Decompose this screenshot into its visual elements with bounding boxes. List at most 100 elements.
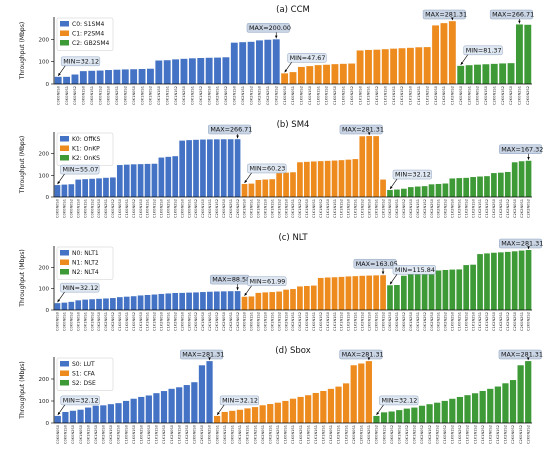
x-tick-label: C0K1N0S0 (76, 311, 80, 331)
min-annotation: MIN=115.84 (395, 266, 435, 274)
bar (449, 398, 456, 423)
bar (517, 365, 524, 423)
x-tick-label: C0K1N0S1 (250, 199, 254, 218)
legend-swatch (60, 40, 69, 46)
bar (222, 57, 230, 84)
y-tick-label: 0 (46, 195, 50, 201)
bar (107, 404, 115, 423)
y-axis-label: Throughput (Mbps) (19, 136, 26, 194)
bar (474, 64, 481, 84)
x-tick-label: C1K2N1S1 (478, 199, 482, 218)
bar (432, 25, 439, 85)
x-tick-label: C2K0N1S2 (501, 86, 505, 105)
bar (110, 177, 116, 197)
x-tick-label: C2K0N2S0 (513, 311, 517, 331)
x-tick-label: C1K0N1S0 (139, 198, 143, 218)
x-tick-label: C2K0N1S0 (367, 311, 371, 331)
bar (269, 292, 276, 310)
x-tick-label: C2K2N0S2 (236, 312, 240, 331)
x-tick-label: C2K0N0S2 (194, 199, 198, 218)
x-tick-label: C1K1N0S1 (146, 312, 150, 331)
bar (256, 40, 263, 84)
x-tick-label: C1K0N1S2 (319, 312, 323, 331)
bar (394, 285, 400, 310)
legend-label: K1: OnKP (72, 146, 100, 153)
max-annotation-box (422, 9, 466, 20)
chart-title: (c) NLT (278, 233, 308, 243)
bar (359, 275, 366, 310)
bar (200, 139, 206, 197)
x-tick-label: C0K0N2S0 (388, 311, 392, 331)
x-tick-label: C1K0N2S1 (457, 312, 461, 331)
bar (290, 172, 296, 197)
bar (54, 76, 62, 84)
x-tick-label: C2K0N0S2 (476, 86, 480, 105)
x-tick-label: C0K0N1S1 (250, 312, 254, 331)
min-annotation-box (60, 164, 100, 175)
x-tick-label: C1K1N0S1 (367, 86, 371, 105)
x-tick-label: C1K1N2S2 (360, 199, 364, 218)
bar (241, 183, 248, 197)
bar (390, 48, 398, 84)
x-tick-label: C1K1N2S0 (347, 198, 351, 218)
bar (207, 139, 213, 197)
min-annotation: MIN=32.12 (62, 284, 98, 292)
legend-label: S1: CFA (72, 371, 96, 378)
x-tick-label: C2K0N0S1 (187, 199, 191, 218)
x-tick-label: C0K0N0S2 (73, 86, 77, 105)
x-tick-label: C0K1N0S2 (90, 312, 94, 331)
bar (350, 365, 357, 423)
bar (380, 179, 386, 197)
x-tick-label: C1K1N2S2 (485, 312, 489, 331)
bar (130, 69, 138, 84)
x-tick-label: C0K1N2S0 (182, 85, 186, 105)
bar (116, 297, 123, 310)
x-tick-label: C1K0N0S1 (125, 199, 129, 218)
x-tick-label: C2K0N1S2 (215, 199, 219, 218)
bar (230, 42, 238, 84)
bar (380, 275, 386, 310)
bar (123, 164, 130, 197)
min-annotation: MIN=32.12 (381, 397, 417, 405)
x-tick-label: C0K2N0S2 (224, 86, 228, 105)
bar (61, 184, 68, 197)
bar (504, 251, 511, 310)
bar (305, 395, 312, 423)
x-tick-label: C2K0N0S2 (194, 312, 198, 331)
annotation-arrowhead (381, 271, 385, 275)
max-annotation: MAX=167.32 (501, 145, 543, 153)
x-tick-label: C1K1N2S1 (478, 312, 482, 331)
x-tick-label: C0K2N0S0 (97, 311, 101, 331)
x-tick-label: C1K2N0S1 (329, 425, 333, 444)
max-annotation: MAX=281.31 (342, 351, 384, 359)
x-tick-label: C1K1N1S0 (326, 311, 330, 331)
max-annotation: MAX=281.31 (501, 240, 543, 248)
x-tick-label: C2K0N1S0 (200, 424, 204, 444)
x-tick-label: C1K0N0S0 (283, 85, 287, 105)
bar (61, 302, 68, 310)
bar (421, 271, 428, 310)
x-tick-label: C0K1N2S1 (253, 425, 257, 444)
x-tick-label: C1K0N1S0 (305, 311, 309, 331)
x-tick-label: C0K0N0S2 (375, 425, 379, 444)
bar (276, 291, 282, 310)
x-tick-label: C0K0N2S2 (123, 86, 127, 105)
x-tick-label: C2K0N2S1 (229, 199, 233, 218)
x-tick-label: C0K1N1S0 (263, 198, 267, 218)
legend-label: N1: NLT2 (72, 260, 99, 267)
bar (155, 60, 163, 84)
x-tick-label: C1K1N2S0 (409, 85, 413, 105)
bar (373, 49, 381, 84)
bar (449, 178, 456, 197)
x-tick-label: C0K2N1S1 (416, 199, 420, 218)
annotation-arrowhead (217, 411, 220, 415)
x-tick-label: C1K0N0S2 (132, 199, 136, 218)
x-tick-label: C1K2N1S2 (485, 199, 489, 218)
bar (200, 292, 206, 310)
bar (317, 161, 324, 197)
bar (144, 163, 151, 197)
bar (272, 39, 280, 84)
x-tick-label: C2K0N2S0 (509, 85, 513, 105)
x-tick-label: C0K2N1S2 (428, 425, 432, 444)
x-tick-label: C0K0N1S0 (64, 424, 68, 444)
